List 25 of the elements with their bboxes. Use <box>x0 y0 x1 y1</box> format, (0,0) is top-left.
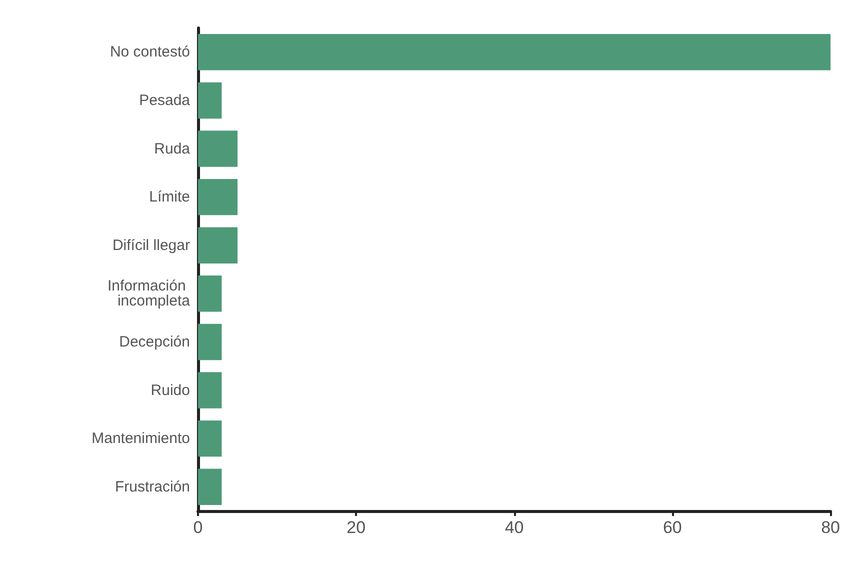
bar <box>198 420 222 457</box>
x-tick-label: 40 <box>504 518 524 537</box>
bar <box>198 276 222 312</box>
x-tick-label: 80 <box>821 518 840 537</box>
y-tick-label: Ruda <box>154 140 191 158</box>
bar <box>198 178 238 216</box>
bar <box>198 34 831 70</box>
x-tick-label: 0 <box>193 518 203 537</box>
bar <box>198 324 222 360</box>
y-tick-label: Información incompleta <box>107 278 191 310</box>
x-tick-label: 60 <box>662 518 682 537</box>
bar <box>198 130 238 167</box>
y-tick-label: Pesada <box>139 92 191 109</box>
y-tick-label: Decepción <box>119 333 190 350</box>
bar <box>198 372 222 408</box>
y-tick-label: Mantenimiento <box>92 430 190 448</box>
x-tick-label: 20 <box>346 518 366 537</box>
bar <box>198 227 238 264</box>
bar <box>198 82 222 119</box>
bar <box>198 468 222 505</box>
y-tick-label: Ruido <box>150 382 190 399</box>
y-tick-label: Límite <box>149 188 190 206</box>
y-tick-label: No contestó <box>110 44 190 61</box>
y-tick-label: Difícil llegar <box>112 236 190 254</box>
y-tick-label: Frustración <box>114 478 190 496</box>
